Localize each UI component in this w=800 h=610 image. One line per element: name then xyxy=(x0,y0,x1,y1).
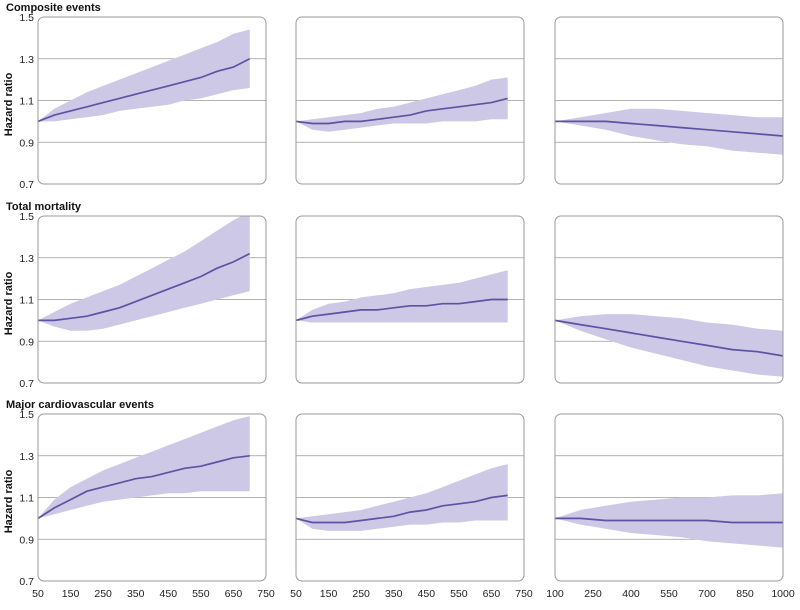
hazard-ratio-line xyxy=(555,517,783,524)
plot-frame xyxy=(37,16,267,185)
confidence-band xyxy=(296,270,508,323)
y-tick-label: 1.5 xyxy=(19,211,34,223)
plot-frame xyxy=(554,215,784,384)
hazard-ratio-line xyxy=(296,298,508,322)
x-tick-label: 750 xyxy=(515,588,533,600)
plot-frame xyxy=(554,413,784,582)
confidence-band xyxy=(555,108,783,155)
y-tick-label: 1.3 xyxy=(19,54,34,66)
panel-r1c2 xyxy=(295,16,525,185)
y-tick-label: 1.1 xyxy=(19,295,34,307)
y-tick-label: 0.7 xyxy=(19,179,34,191)
hazard-ratio-line xyxy=(38,57,251,123)
hazard-ratio-line xyxy=(555,120,783,137)
confidence-band xyxy=(555,314,783,377)
y-tick-label: 0.7 xyxy=(19,378,34,390)
panel-r1c3 xyxy=(554,16,784,185)
confidence-band xyxy=(296,77,508,132)
plot-frame xyxy=(295,413,525,582)
y-tick-label: 0.7 xyxy=(19,576,34,588)
x-tick-label: 700 xyxy=(698,588,716,600)
x-tick-label: 250 xyxy=(352,588,370,600)
plot-frame xyxy=(295,16,525,185)
y-tick-label: 0.9 xyxy=(19,137,34,149)
confidence-band xyxy=(296,464,508,531)
plot-frame xyxy=(554,16,784,185)
hazard-ratio-line xyxy=(38,454,250,520)
hazard-ratio-line xyxy=(38,252,251,322)
x-tick-label: 100 xyxy=(546,588,564,600)
x-tick-label: 250 xyxy=(584,588,602,600)
panel-r2c3 xyxy=(554,215,784,384)
y-tick-label: 1.3 xyxy=(19,451,34,463)
x-tick-label: 350 xyxy=(127,588,145,600)
y-tick-label: 1.3 xyxy=(19,253,34,265)
x-tick-label: 550 xyxy=(660,588,678,600)
y-tick-label: 0.9 xyxy=(19,534,34,546)
x-tick-label: 150 xyxy=(62,588,80,600)
plot-frame xyxy=(37,413,267,582)
confidence-band xyxy=(38,216,250,331)
y-tick-label: 1.5 xyxy=(19,12,34,24)
x-tick-label: 250 xyxy=(94,588,112,600)
panel-r2c1: 0.7 0.9 1.1 1.3 1.5 Hazard ratio Total mortali… xyxy=(3,201,267,390)
panel-r3c3: 1002504005507008501000White rice (g/day) xyxy=(546,413,795,600)
y-tick-label: 0.9 xyxy=(19,336,34,348)
hazard-ratio-line xyxy=(555,319,783,357)
x-tick-label: 400 xyxy=(622,588,640,600)
x-tick-label: 650 xyxy=(225,588,243,600)
x-tick-label: 650 xyxy=(483,588,501,600)
plot-frame xyxy=(295,215,525,384)
x-tick-label: 1000 xyxy=(771,588,795,600)
x-tick-label: 50 xyxy=(32,588,44,600)
x-tick-label: 50 xyxy=(290,588,302,600)
y-tick-label: 1.5 xyxy=(19,409,34,421)
x-tick-label: 550 xyxy=(450,588,468,600)
x-tick-label: 850 xyxy=(736,588,754,600)
plot-frame xyxy=(37,215,267,384)
x-tick-label: 550 xyxy=(192,588,210,600)
row-title-major-cardiovascular-events: Major cardiovascular events xyxy=(6,399,154,411)
x-tick-label: 450 xyxy=(418,588,436,600)
y-axis-label: Hazard ratio xyxy=(3,271,15,335)
y-axis-label: Hazard ratio xyxy=(3,72,15,136)
y-axis-label: Hazard ratio xyxy=(3,469,15,533)
panel-r1c1: 0.7 0.9 1.1 1.3 1.5 Hazard ratio Composite eve… xyxy=(3,2,267,191)
y-tick-label: 1.1 xyxy=(19,96,34,108)
row-title-composite-events: Composite events xyxy=(6,2,101,14)
x-tick-label: 350 xyxy=(385,588,403,600)
x-tick-label: 450 xyxy=(160,588,178,600)
y-tick-label: 1.1 xyxy=(19,493,34,505)
hazard-ratio-line xyxy=(296,97,508,125)
confidence-band xyxy=(38,29,250,122)
hazard-ratio-line xyxy=(296,494,508,524)
confidence-band xyxy=(38,416,250,519)
panel-r3c1: 0.7 0.9 1.1 1.3 1.5 Hazard ratio Major cardiov… xyxy=(3,399,275,600)
panel-r2c2 xyxy=(295,215,525,384)
row-title-total-mortality: Total mortality xyxy=(6,201,82,213)
x-tick-label: 750 xyxy=(257,588,275,600)
x-tick-label: 150 xyxy=(320,588,338,600)
panel-r3c2: 50150250350450550650750Whole grain (g/da… xyxy=(290,413,533,600)
